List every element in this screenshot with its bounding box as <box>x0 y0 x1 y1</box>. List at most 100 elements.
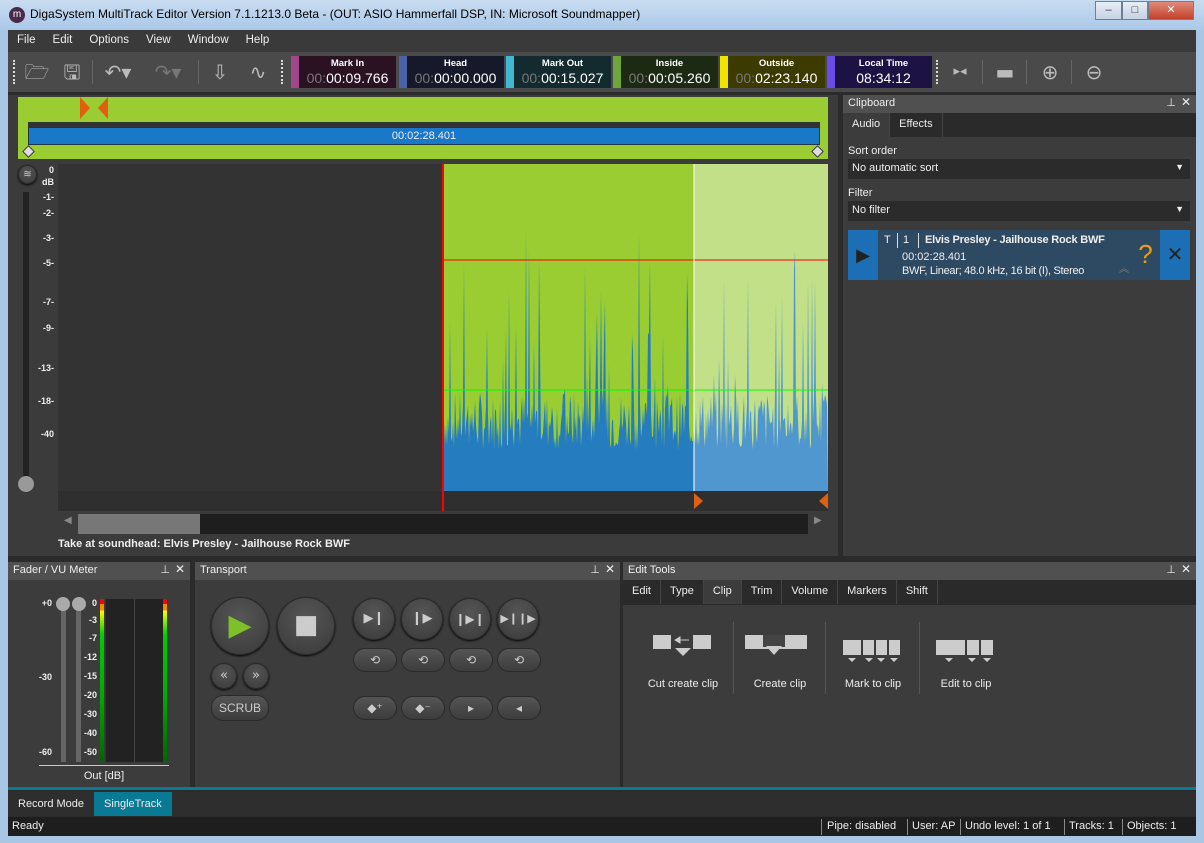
db-tick-label: -1- <box>43 192 54 202</box>
counter-inside[interactable]: Inside 00:00:05.260 <box>613 56 718 88</box>
pin-icon[interactable]: ⊥ <box>590 564 600 576</box>
zoom-slider-track[interactable] <box>23 192 29 484</box>
tab-singletrack[interactable]: SingleTrack <box>94 792 172 816</box>
fast-forward-button[interactable]: » <box>243 663 269 689</box>
close-button[interactable]: ✕ <box>1148 1 1194 20</box>
pin-icon[interactable]: ⊥ <box>160 564 170 576</box>
pin-icon[interactable]: ⊥ <box>1166 97 1176 109</box>
create-clip-button[interactable]: Create clip <box>735 632 825 692</box>
maximize-button[interactable]: □ <box>1122 1 1148 20</box>
scroll-right-icon[interactable]: ▶ <box>814 515 822 526</box>
play-to-mark-button[interactable]: ▶❙ <box>353 598 395 640</box>
minimize-button[interactable]: – <box>1095 1 1122 20</box>
loop-button-2[interactable]: ⟲ <box>401 648 445 672</box>
menu-view[interactable]: View <box>146 34 171 46</box>
scrollbar-thumb[interactable] <box>78 514 200 534</box>
scroll-left-icon[interactable]: ◀ <box>64 515 72 526</box>
close-icon[interactable]: ✕ <box>1180 562 1191 576</box>
pin-icon[interactable]: ⊥ <box>1166 564 1176 576</box>
menu-help[interactable]: Help <box>245 34 270 46</box>
zoom-out-icon[interactable]: ⊖ <box>1085 60 1103 84</box>
counter-mark-in[interactable]: Mark In 00:00:09.766 <box>291 56 396 88</box>
tab-trim[interactable]: Trim <box>742 580 783 604</box>
tab-shift[interactable]: Shift <box>897 580 938 604</box>
play-button[interactable]: ▶ <box>211 597 269 655</box>
zoom-in-icon[interactable]: ⊕ <box>1041 60 1059 84</box>
fader-knob-right[interactable] <box>72 597 86 611</box>
overview-clip[interactable]: 00:02:28.401 <box>28 127 820 145</box>
loop-button-3[interactable]: ⟲ <box>449 648 493 672</box>
tab-markers[interactable]: Markers <box>838 580 897 604</box>
waveform-ear-icon[interactable]: ∿ <box>249 60 267 84</box>
counter-mark-out[interactable]: Mark Out 00:00:15.027 <box>506 56 611 88</box>
horizontal-scrollbar[interactable] <box>78 514 808 534</box>
mark-in-marker[interactable] <box>80 97 90 119</box>
end-handle[interactable] <box>811 145 824 158</box>
counter-local-time[interactable]: Local Time 08:34:12 <box>827 56 932 88</box>
counter-value: 08:34:12 <box>856 70 911 86</box>
close-icon[interactable]: ✕ <box>1180 95 1191 109</box>
open-folder-icon[interactable]: 🗁 <box>24 60 50 84</box>
scrub-button[interactable]: SCRUB <box>211 695 269 721</box>
loop-button-4[interactable]: ⟲ <box>497 648 541 672</box>
mark-out-marker[interactable] <box>98 97 108 119</box>
playhead-marker[interactable] <box>442 491 444 511</box>
play-clip-icon[interactable]: ▶ <box>848 230 878 280</box>
counter-head[interactable]: Head 00:00:00.000 <box>399 56 504 88</box>
tab-audio[interactable]: Audio <box>843 113 891 137</box>
cut-create-clip-button[interactable]: Cut create clip <box>638 632 728 692</box>
mark-to-clip-button[interactable]: Mark to clip <box>828 632 918 692</box>
tab-clip[interactable]: Clip <box>703 580 742 604</box>
menu-options[interactable]: Options <box>89 34 129 46</box>
menu-edit[interactable]: Edit <box>52 34 73 46</box>
import-icon[interactable]: ⇩ <box>211 60 229 84</box>
save-icon[interactable]: 🖫 <box>63 60 81 84</box>
undo-icon[interactable]: ↶▾ <box>104 60 132 84</box>
rewind-button[interactable]: « <box>211 663 237 689</box>
tab-edit[interactable]: Edit <box>623 580 661 604</box>
play-around-button[interactable]: ▶❙❙▶ <box>497 598 539 640</box>
close-icon[interactable]: ✕ <box>174 562 185 576</box>
mark-out-marker[interactable] <box>819 493 828 509</box>
tab-effects[interactable]: Effects <box>890 113 943 137</box>
previous-marker-button[interactable]: ◂ <box>497 696 541 720</box>
ear-icon[interactable]: ? <box>1138 239 1153 269</box>
counter-label: Mark In <box>330 58 365 69</box>
edit-to-clip-button[interactable]: Edit to clip <box>921 632 1011 692</box>
marker-lane[interactable] <box>58 491 828 511</box>
fader-knob-left[interactable] <box>56 597 70 611</box>
waveform-view-icon[interactable]: ≋ <box>18 165 37 184</box>
fader-track-left[interactable] <box>61 604 66 762</box>
zoom-reset-icon[interactable]: ▬ <box>995 60 1015 84</box>
menu-file[interactable]: File <box>17 34 36 46</box>
fit-icon[interactable]: ▸◂ <box>953 64 967 79</box>
counter-outside[interactable]: Outside 00:02:23.140 <box>720 56 825 88</box>
fader-track-right[interactable] <box>76 604 81 762</box>
sort-order-value: No automatic sort <box>852 162 939 174</box>
overview-bar[interactable]: 00:02:28.401 <box>18 97 828 159</box>
start-handle[interactable] <box>22 145 35 158</box>
mark-to-clip-icon <box>843 640 900 662</box>
loop-button-1[interactable]: ⟲ <box>353 648 397 672</box>
waveform-area[interactable] <box>58 164 828 491</box>
db-tick-label: -9- <box>43 323 54 333</box>
remove-marker-button[interactable]: ◆⁻ <box>401 696 445 720</box>
expand-icon[interactable]: ︽ <box>1119 264 1129 275</box>
tab-type[interactable]: Type <box>661 580 704 604</box>
close-icon[interactable]: ✕ <box>604 562 615 576</box>
zoom-slider-handle[interactable] <box>18 476 34 492</box>
tab-volume[interactable]: Volume <box>782 580 839 604</box>
menu-window[interactable]: Window <box>187 34 229 46</box>
filter-select[interactable]: No filter ▼ <box>848 201 1190 221</box>
play-selection-button[interactable]: ❙▶❙ <box>449 598 491 640</box>
clip-list-item[interactable]: ▶ T 1 Elvis Presley - Jailhouse Rock BWF… <box>848 230 1190 280</box>
mark-in-marker[interactable] <box>694 493 703 509</box>
add-marker-button[interactable]: ◆⁺ <box>353 696 397 720</box>
play-from-mark-button[interactable]: ❙▶ <box>401 598 443 640</box>
next-marker-button[interactable]: ▸ <box>449 696 493 720</box>
stop-button[interactable]: ■ <box>277 597 335 655</box>
tab-record-mode[interactable]: Record Mode <box>18 798 85 810</box>
redo-icon[interactable]: ↷▾ <box>154 60 182 84</box>
sort-order-select[interactable]: No automatic sort ▼ <box>848 159 1190 179</box>
remove-clip-icon[interactable]: ✕ <box>1160 230 1190 280</box>
